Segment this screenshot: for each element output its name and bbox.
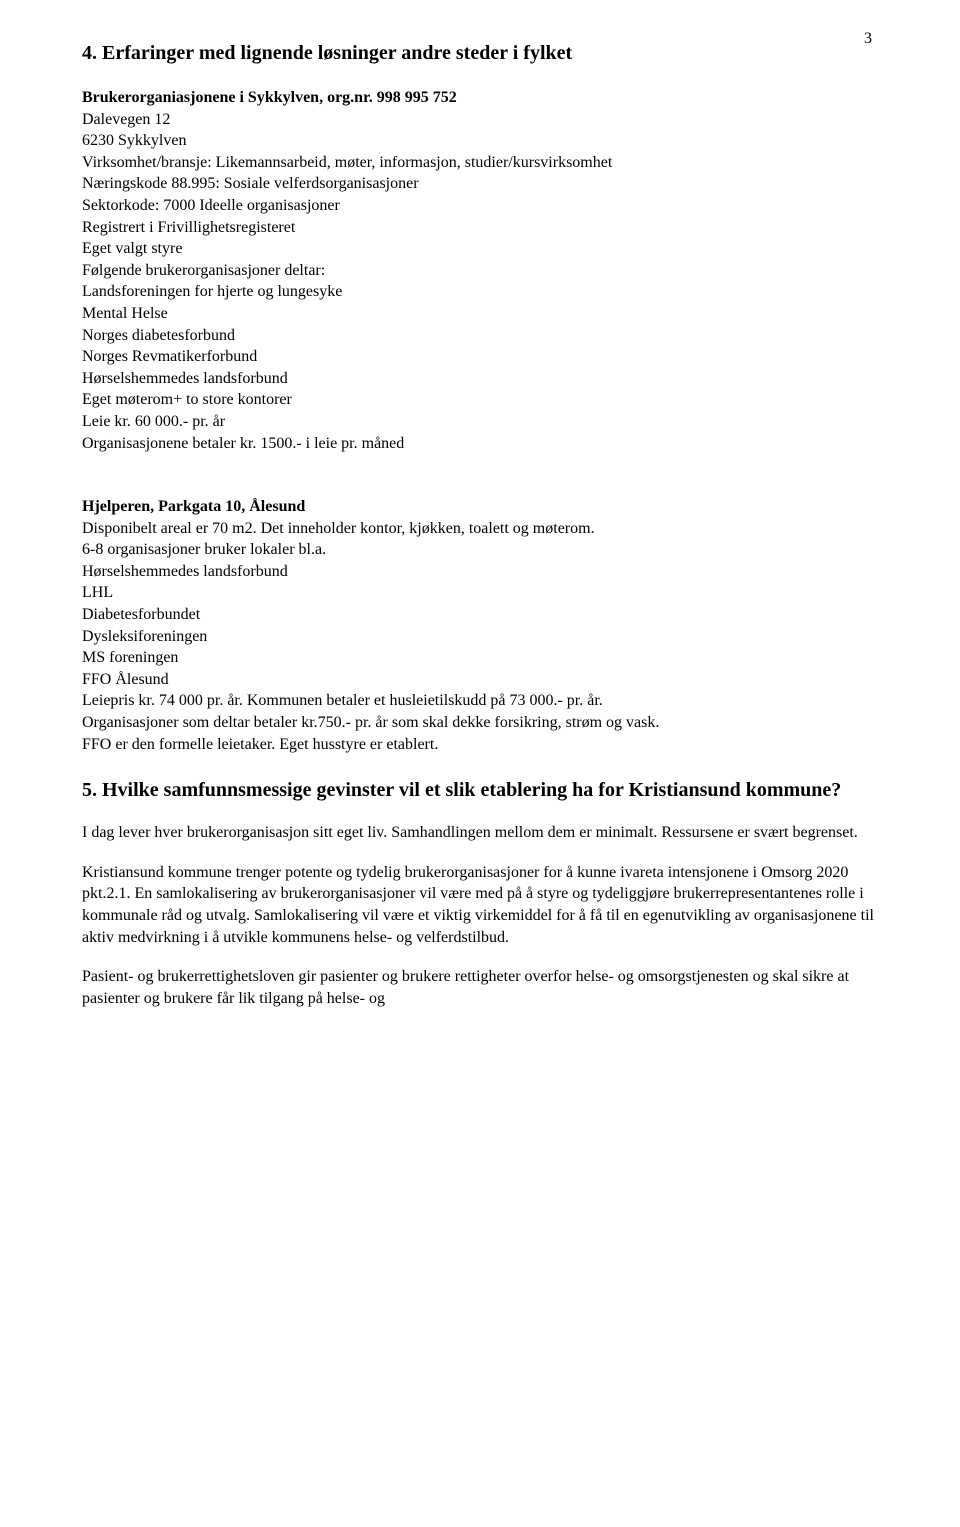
sykkylven-line: Registrert i Frivillighetsregisteret bbox=[82, 217, 878, 239]
hjelperen-line: Dysleksiforeningen bbox=[82, 626, 878, 648]
hjelperen-line: LHL bbox=[82, 582, 878, 604]
hjelperen-title: Hjelperen, Parkgata 10, Ålesund bbox=[82, 496, 878, 518]
sykkylven-line: Hørselshemmedes landsforbund bbox=[82, 368, 878, 390]
hjelperen-line: FFO er den formelle leietaker. Eget huss… bbox=[82, 734, 878, 756]
sykkylven-line: Leie kr. 60 000.- pr. år bbox=[82, 411, 878, 433]
hjelperen-line: Leiepris kr. 74 000 pr. år. Kommunen bet… bbox=[82, 690, 878, 712]
hjelperen-line: Diabetesforbundet bbox=[82, 604, 878, 626]
hjelperen-line: MS foreningen bbox=[82, 647, 878, 669]
sykkylven-line: Eget møterom+ to store kontorer bbox=[82, 389, 878, 411]
page-number: 3 bbox=[864, 28, 872, 50]
hjelperen-block: Hjelperen, Parkgata 10, Ålesund Disponib… bbox=[82, 496, 878, 755]
sykkylven-line: Mental Helse bbox=[82, 303, 878, 325]
hjelperen-line: Disponibelt areal er 70 m2. Det innehold… bbox=[82, 518, 878, 540]
hjelperen-line: 6-8 organisasjoner bruker lokaler bl.a. bbox=[82, 539, 878, 561]
hjelperen-line: Hørselshemmedes landsforbund bbox=[82, 561, 878, 583]
hjelperen-line: FFO Ålesund bbox=[82, 669, 878, 691]
sykkylven-block: Brukerorganiasjonene i Sykkylven, org.nr… bbox=[82, 87, 878, 454]
sykkylven-line: Dalevegen 12 bbox=[82, 109, 878, 131]
sykkylven-line: Organisasjonene betaler kr. 1500.- i lei… bbox=[82, 433, 878, 455]
sykkylven-title: Brukerorganiasjonene i Sykkylven, org.nr… bbox=[82, 87, 878, 109]
section-5-para-3: Pasient- og brukerrettighetsloven gir pa… bbox=[82, 966, 878, 1009]
sykkylven-line: Følgende brukerorganisasjoner deltar: bbox=[82, 260, 878, 282]
section-5-heading: 5. Hvilke samfunnsmessige gevinster vil … bbox=[82, 777, 878, 804]
section-4-heading: 4. Erfaringer med lignende løsninger and… bbox=[82, 40, 878, 67]
sykkylven-line: Virksomhet/bransje: Likemannsarbeid, møt… bbox=[82, 152, 878, 174]
section-5-para-2: Kristiansund kommune trenger potente og … bbox=[82, 862, 878, 948]
sykkylven-line: Norges Revmatikerforbund bbox=[82, 346, 878, 368]
sykkylven-line: Næringskode 88.995: Sosiale velferdsorga… bbox=[82, 173, 878, 195]
section-5-para-1: I dag lever hver brukerorganisasjon sitt… bbox=[82, 822, 878, 844]
sykkylven-line: Landsforeningen for hjerte og lungesyke bbox=[82, 281, 878, 303]
sykkylven-line: Eget valgt styre bbox=[82, 238, 878, 260]
sykkylven-line: Sektorkode: 7000 Ideelle organisasjoner bbox=[82, 195, 878, 217]
sykkylven-line: 6230 Sykkylven bbox=[82, 130, 878, 152]
hjelperen-line: Organisasjoner som deltar betaler kr.750… bbox=[82, 712, 878, 734]
sykkylven-line: Norges diabetesforbund bbox=[82, 325, 878, 347]
